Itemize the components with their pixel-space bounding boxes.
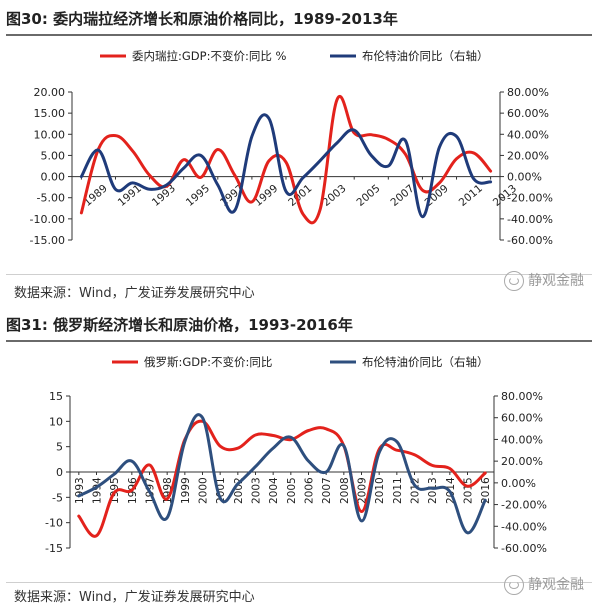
x-tick-label: 1995	[184, 182, 212, 208]
left-tick-label: 20.00	[34, 86, 66, 99]
right-tick-label: 60.00%	[507, 107, 549, 120]
right-tick-label: -60.00%	[501, 542, 547, 555]
right-tick-label: -60.00%	[507, 234, 553, 247]
chart-1-title-text: 图30: 委内瑞拉经济增长和原油价格同比，1989-2013年	[6, 10, 398, 28]
wechat-icon	[504, 271, 524, 291]
right-tick-label: -20.00%	[501, 499, 547, 512]
x-tick-label: 2001	[215, 477, 227, 504]
chart-2-title: 图31: 俄罗斯经济增长和原油价格，1993-2016年	[6, 310, 592, 342]
series-line-2	[77, 413, 487, 535]
chart-2-plot: 俄罗斯:GDP:不变价:同比 布伦特油价同比（右轴） 15 10 5 0 -5 -10 -15 8…	[45, 355, 547, 555]
right-tick-label: -20.00%	[507, 192, 553, 205]
series-line-2	[79, 113, 493, 219]
left-tick-label: -5.00	[37, 192, 65, 205]
left-tick-label: 0.00	[41, 171, 66, 184]
right-tick-label: 20.00%	[501, 455, 543, 468]
x-tick-label: 1999	[180, 477, 192, 504]
left-tick-label: -15	[45, 542, 63, 555]
left-tick-label: -5	[52, 491, 63, 504]
x-tick-label: 2011	[392, 477, 404, 504]
left-tick-label: 5	[56, 441, 63, 454]
x-tick-label: 2013	[427, 477, 439, 504]
watermark-text: 静观金融	[528, 577, 584, 593]
right-tick-label: 60.00%	[501, 412, 543, 425]
right-tick-label: 0.00%	[501, 477, 536, 490]
left-tick-label: 10	[49, 415, 63, 428]
chart-1-title: 图30: 委内瑞拉经济增长和原油价格同比，1989-2013年	[6, 4, 592, 36]
series-line-1	[79, 95, 493, 225]
x-tick-label: 2009	[357, 477, 369, 504]
x-tick-label: 2003	[251, 477, 263, 504]
divider	[6, 274, 592, 275]
x-tick-label: 2010	[374, 477, 386, 504]
x-tick-label: 2006	[304, 477, 316, 504]
left-tick-label: -10.00	[30, 213, 65, 226]
chart-1-plot: 委内瑞拉:GDP:不变价:同比 % 布伦特油价同比（右轴） 20.00 15.00 10…	[30, 49, 553, 247]
divider	[6, 582, 592, 583]
left-tick-label: -15.00	[30, 234, 65, 247]
x-tick-label: 2000	[198, 477, 210, 504]
right-tick-label: -40.00%	[507, 213, 553, 226]
right-tick-label: 20.00%	[507, 149, 549, 162]
watermark-text: 静观金融	[528, 273, 584, 289]
x-tick-label: 2016	[480, 477, 492, 504]
right-tick-label: 0.00%	[507, 171, 542, 184]
watermark-1: 静观金融	[504, 270, 584, 291]
x-tick-label: 2005	[286, 477, 298, 504]
right-tick-label: 40.00%	[501, 433, 543, 446]
watermark-2: 静观金融	[504, 574, 584, 595]
x-tick-label: 1993	[74, 477, 86, 504]
left-tick-label: 10.00	[34, 128, 66, 141]
right-tick-label: -40.00%	[501, 520, 547, 533]
chart-2-title-text: 图31: 俄罗斯经济增长和原油价格，1993-2016年	[6, 316, 353, 334]
wechat-icon	[504, 575, 524, 595]
right-tick-label: 40.00%	[507, 128, 549, 141]
x-tick-label: 2005	[354, 182, 382, 208]
left-tick-label: 0	[56, 466, 63, 479]
left-tick-label: 15.00	[34, 107, 66, 120]
legend-label-1: 俄罗斯:GDP:不变价:同比	[144, 355, 272, 369]
x-tick-label: 2004	[268, 477, 280, 504]
left-tick-label: -10	[45, 517, 63, 530]
legend-label-2: 布伦特油价同比（右轴）	[362, 355, 489, 369]
right-tick-label: 80.00%	[501, 390, 543, 403]
left-tick-label: 15	[49, 390, 63, 403]
x-tick-label: 2007	[389, 182, 417, 208]
chart-2-source: 数据来源：Wind，广发证券发展研究中心	[14, 590, 255, 605]
right-tick-label: 80.00%	[507, 86, 549, 99]
legend-label-2: 布伦特油价同比（右轴）	[362, 49, 489, 63]
legend-label-1: 委内瑞拉:GDP:不变价:同比 %	[132, 49, 286, 63]
chart-1-source: 数据来源：Wind，广发证券发展研究中心	[14, 286, 255, 301]
left-tick-label: 5.00	[41, 149, 66, 162]
x-tick-label: 2011	[457, 182, 485, 208]
x-tick-label: 2007	[321, 477, 333, 504]
x-tick-label: 2015	[463, 477, 475, 504]
x-tick-label: 2008	[339, 477, 351, 504]
